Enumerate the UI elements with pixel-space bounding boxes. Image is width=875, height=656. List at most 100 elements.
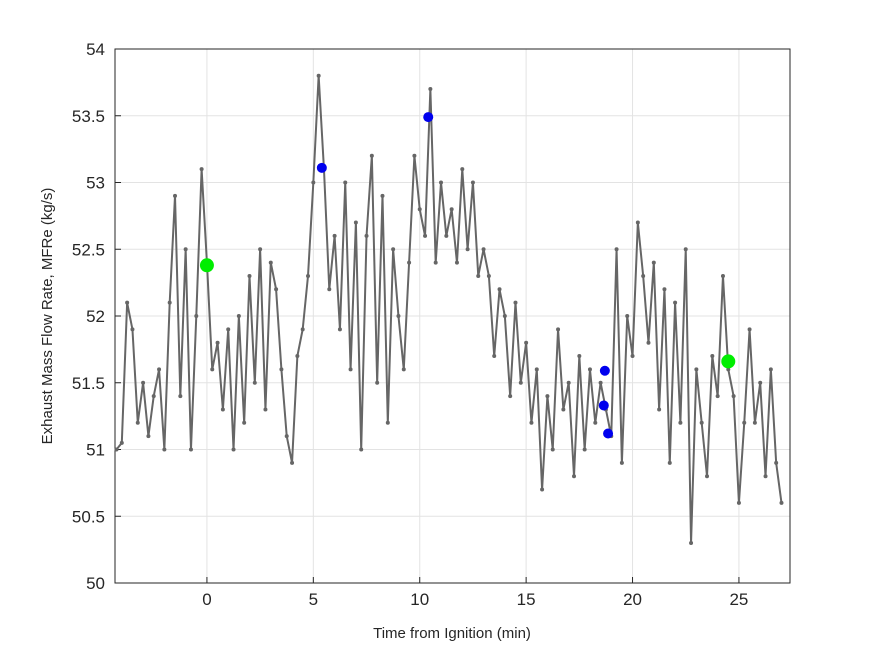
data-point bbox=[572, 474, 577, 479]
data-point bbox=[699, 420, 704, 425]
data-point bbox=[449, 207, 454, 212]
data-point bbox=[263, 407, 268, 412]
data-point bbox=[758, 380, 763, 385]
data-point bbox=[561, 407, 566, 412]
data-point bbox=[678, 420, 683, 425]
data-point bbox=[577, 354, 582, 359]
data-point bbox=[119, 440, 124, 445]
plot-frame bbox=[114, 48, 791, 584]
data-point bbox=[630, 354, 635, 359]
data-point bbox=[396, 314, 401, 318]
data-point bbox=[481, 247, 486, 252]
data-point bbox=[327, 287, 332, 292]
data-point bbox=[252, 380, 257, 385]
data-point bbox=[300, 327, 305, 332]
data-line bbox=[115, 75, 783, 543]
data-point bbox=[236, 314, 241, 318]
data-point bbox=[715, 394, 720, 399]
data-point bbox=[763, 474, 768, 479]
data-point bbox=[231, 447, 236, 452]
data-point bbox=[646, 340, 651, 345]
data-point bbox=[173, 193, 178, 198]
highlight-point bbox=[423, 112, 434, 123]
highlight-point bbox=[721, 354, 736, 369]
data-point bbox=[428, 87, 433, 92]
data-point bbox=[518, 380, 523, 385]
data-point bbox=[306, 273, 311, 278]
data-point bbox=[343, 180, 348, 185]
data-point bbox=[470, 180, 475, 185]
data-point bbox=[226, 327, 231, 332]
data-point bbox=[162, 447, 167, 452]
highlight-point bbox=[199, 258, 214, 273]
y-tick-label: 52 bbox=[86, 307, 105, 326]
highlight-point bbox=[599, 365, 610, 376]
data-point bbox=[710, 354, 715, 359]
data-point bbox=[311, 180, 316, 185]
data-point bbox=[747, 327, 752, 332]
data-point bbox=[423, 233, 428, 238]
data-point bbox=[524, 340, 529, 345]
data-point bbox=[141, 380, 146, 385]
data-point bbox=[635, 220, 640, 225]
data-point bbox=[566, 380, 571, 385]
data-point bbox=[673, 300, 678, 305]
data-point bbox=[667, 460, 672, 465]
data-point bbox=[215, 340, 220, 345]
data-point bbox=[146, 434, 151, 439]
data-point bbox=[375, 380, 380, 385]
data-point bbox=[385, 420, 390, 425]
highlight-point bbox=[316, 162, 327, 173]
data-point bbox=[135, 420, 140, 425]
x-tick-label: 25 bbox=[729, 590, 748, 609]
data-point bbox=[508, 394, 513, 399]
data-point bbox=[720, 273, 725, 278]
data-point bbox=[683, 247, 688, 252]
y-tick-label: 52.5 bbox=[72, 240, 105, 259]
data-point bbox=[412, 153, 417, 158]
data-point bbox=[380, 193, 385, 198]
x-tick-label: 5 bbox=[309, 590, 318, 609]
data-point bbox=[279, 367, 284, 372]
data-point bbox=[529, 420, 534, 425]
data-point bbox=[476, 273, 481, 278]
data-point bbox=[492, 354, 497, 359]
data-point bbox=[651, 260, 656, 265]
data-point bbox=[460, 167, 465, 172]
data-point bbox=[550, 447, 555, 452]
data-point bbox=[353, 220, 358, 225]
data-point bbox=[587, 367, 592, 372]
data-point bbox=[151, 394, 156, 399]
data-point bbox=[768, 367, 773, 372]
data-point bbox=[486, 273, 491, 278]
data-point bbox=[247, 273, 252, 278]
data-point bbox=[705, 474, 710, 479]
data-point bbox=[534, 367, 539, 372]
y-tick-label: 53.5 bbox=[72, 107, 105, 126]
data-point bbox=[188, 447, 193, 452]
data-point bbox=[114, 447, 119, 452]
data-point bbox=[465, 247, 470, 252]
data-point bbox=[157, 367, 162, 372]
data-point bbox=[199, 167, 204, 172]
data-point bbox=[268, 260, 273, 265]
highlight-point bbox=[598, 400, 609, 411]
data-point bbox=[454, 260, 459, 265]
data-point bbox=[689, 540, 694, 545]
data-point bbox=[614, 247, 619, 252]
y-tick-label: 54 bbox=[86, 40, 105, 59]
data-point bbox=[194, 314, 199, 318]
x-tick-label: 10 bbox=[410, 590, 429, 609]
data-point bbox=[433, 260, 438, 265]
data-point bbox=[556, 327, 561, 332]
data-point bbox=[284, 434, 289, 439]
data-point bbox=[444, 233, 449, 238]
data-point bbox=[625, 314, 630, 318]
data-point bbox=[502, 314, 507, 318]
data-point bbox=[332, 233, 337, 238]
data-point bbox=[401, 367, 406, 372]
data-point bbox=[497, 287, 502, 292]
data-point bbox=[407, 260, 412, 265]
